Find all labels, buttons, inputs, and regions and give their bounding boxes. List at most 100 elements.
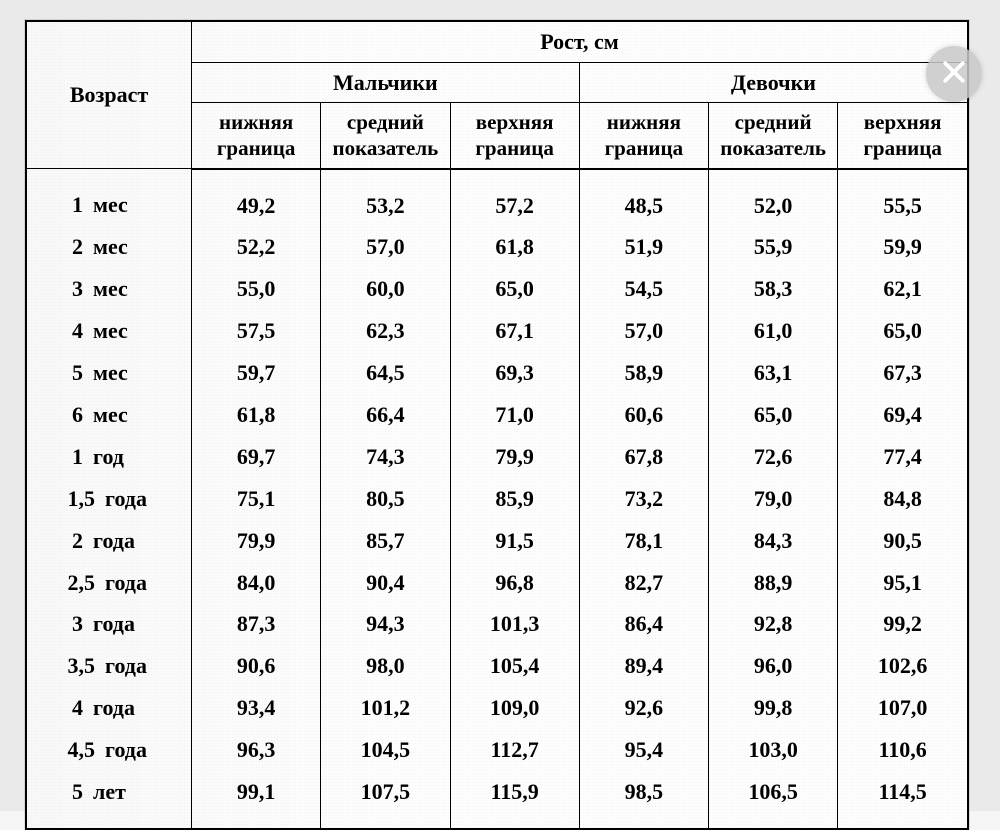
- close-button[interactable]: [926, 46, 982, 102]
- cell-b_low: 59,7: [192, 352, 321, 394]
- cell-g_mid: 55,9: [709, 226, 838, 268]
- cell-b_up: 105,4: [450, 645, 579, 687]
- cell-b_low: 49,2: [192, 169, 321, 227]
- cell-age: 1год: [27, 436, 192, 478]
- age-unit: мес: [93, 402, 128, 427]
- cell-age: 4мес: [27, 310, 192, 352]
- age-unit: года: [105, 486, 147, 511]
- age-unit: лет: [93, 779, 126, 804]
- cell-g_up: 114,5: [838, 771, 967, 828]
- cell-b_mid: 53,2: [321, 169, 450, 227]
- growth-table: Возраст Рост, см Мальчики Девочки нижняя…: [27, 22, 967, 828]
- cell-g_mid: 99,8: [709, 687, 838, 729]
- cell-b_up: 69,3: [450, 352, 579, 394]
- table-row: 1мес49,253,257,248,552,055,5: [27, 169, 967, 227]
- header-boys-upper: верхняяграница: [450, 103, 579, 169]
- cell-age: 5мес: [27, 352, 192, 394]
- cell-g_mid: 84,3: [709, 520, 838, 562]
- cell-g_low: 73,2: [579, 478, 708, 520]
- cell-age: 3,5 года: [27, 645, 192, 687]
- growth-table-body: 1мес49,253,257,248,552,055,52мес52,257,0…: [27, 169, 967, 828]
- cell-b_low: 79,9: [192, 520, 321, 562]
- cell-g_mid: 63,1: [709, 352, 838, 394]
- cell-g_mid: 96,0: [709, 645, 838, 687]
- age-unit: мес: [93, 276, 128, 301]
- cell-age: 5 лет: [27, 771, 192, 828]
- cell-b_low: 75,1: [192, 478, 321, 520]
- header-girls-lower: нижняяграница: [579, 103, 708, 169]
- header-height: Рост, см: [192, 22, 968, 62]
- cell-g_up: 102,6: [838, 645, 967, 687]
- age-number: 5: [49, 776, 83, 808]
- table-row: 3года87,394,3101,386,492,899,2: [27, 603, 967, 645]
- age-unit: год: [93, 444, 124, 469]
- cell-b_up: 79,9: [450, 436, 579, 478]
- growth-table-container: Возраст Рост, см Мальчики Девочки нижняя…: [25, 20, 969, 830]
- cell-g_low: 86,4: [579, 603, 708, 645]
- cell-b_low: 87,3: [192, 603, 321, 645]
- age-unit: года: [105, 737, 147, 762]
- cell-g_low: 95,4: [579, 729, 708, 771]
- cell-b_low: 99,1: [192, 771, 321, 828]
- cell-g_up: 77,4: [838, 436, 967, 478]
- cell-age: 4,5 года: [27, 729, 192, 771]
- age-unit: мес: [93, 318, 128, 343]
- cell-age: 6мес: [27, 394, 192, 436]
- cell-g_mid: 52,0: [709, 169, 838, 227]
- table-row: 3,5года90,698,0105,489,496,0102,6: [27, 645, 967, 687]
- table-row: 2,5года84,090,496,882,788,995,1: [27, 562, 967, 604]
- cell-g_low: 51,9: [579, 226, 708, 268]
- cell-g_low: 82,7: [579, 562, 708, 604]
- cell-b_up: 61,8: [450, 226, 579, 268]
- cell-b_up: 67,1: [450, 310, 579, 352]
- cell-b_mid: 62,3: [321, 310, 450, 352]
- table-row: 3мес55,060,065,054,558,362,1: [27, 268, 967, 310]
- cell-b_up: 115,9: [450, 771, 579, 828]
- cell-b_low: 69,7: [192, 436, 321, 478]
- header-girls-mean: среднийпоказатель: [709, 103, 838, 169]
- header-boys: Мальчики: [192, 62, 580, 103]
- cell-g_low: 89,4: [579, 645, 708, 687]
- cell-b_mid: 85,7: [321, 520, 450, 562]
- cell-g_mid: 65,0: [709, 394, 838, 436]
- cell-g_low: 57,0: [579, 310, 708, 352]
- cell-age: 2мес: [27, 226, 192, 268]
- cell-g_up: 67,3: [838, 352, 967, 394]
- cell-g_mid: 72,6: [709, 436, 838, 478]
- cell-b_up: 57,2: [450, 169, 579, 227]
- cell-b_low: 57,5: [192, 310, 321, 352]
- age-number: 3,5: [49, 650, 95, 682]
- cell-g_up: 69,4: [838, 394, 967, 436]
- cell-g_up: 55,5: [838, 169, 967, 227]
- cell-g_low: 67,8: [579, 436, 708, 478]
- cell-g_up: 59,9: [838, 226, 967, 268]
- cell-b_mid: 104,5: [321, 729, 450, 771]
- age-number: 2: [49, 525, 83, 557]
- cell-b_mid: 66,4: [321, 394, 450, 436]
- age-number: 2,5: [49, 567, 95, 599]
- cell-age: 2,5 года: [27, 562, 192, 604]
- cell-g_up: 99,2: [838, 603, 967, 645]
- cell-b_mid: 80,5: [321, 478, 450, 520]
- cell-b_mid: 101,2: [321, 687, 450, 729]
- cell-age: 3 мес: [27, 268, 192, 310]
- cell-b_up: 65,0: [450, 268, 579, 310]
- cell-g_low: 92,6: [579, 687, 708, 729]
- age-unit: года: [105, 653, 147, 678]
- age-number: 2: [49, 231, 83, 263]
- age-number: 4,5: [49, 734, 95, 766]
- cell-b_up: 96,8: [450, 562, 579, 604]
- age-unit: года: [105, 570, 147, 595]
- age-number: 3: [49, 273, 83, 305]
- cell-b_mid: 94,3: [321, 603, 450, 645]
- age-number: 4: [49, 692, 83, 724]
- cell-b_low: 55,0: [192, 268, 321, 310]
- cell-b_low: 61,8: [192, 394, 321, 436]
- cell-age: 1,5года: [27, 478, 192, 520]
- table-row: 6мес61,866,471,060,665,069,4: [27, 394, 967, 436]
- cell-g_mid: 79,0: [709, 478, 838, 520]
- header-girls-upper: верхняяграница: [838, 103, 967, 169]
- cell-b_mid: 74,3: [321, 436, 450, 478]
- cell-b_up: 71,0: [450, 394, 579, 436]
- cell-g_mid: 88,9: [709, 562, 838, 604]
